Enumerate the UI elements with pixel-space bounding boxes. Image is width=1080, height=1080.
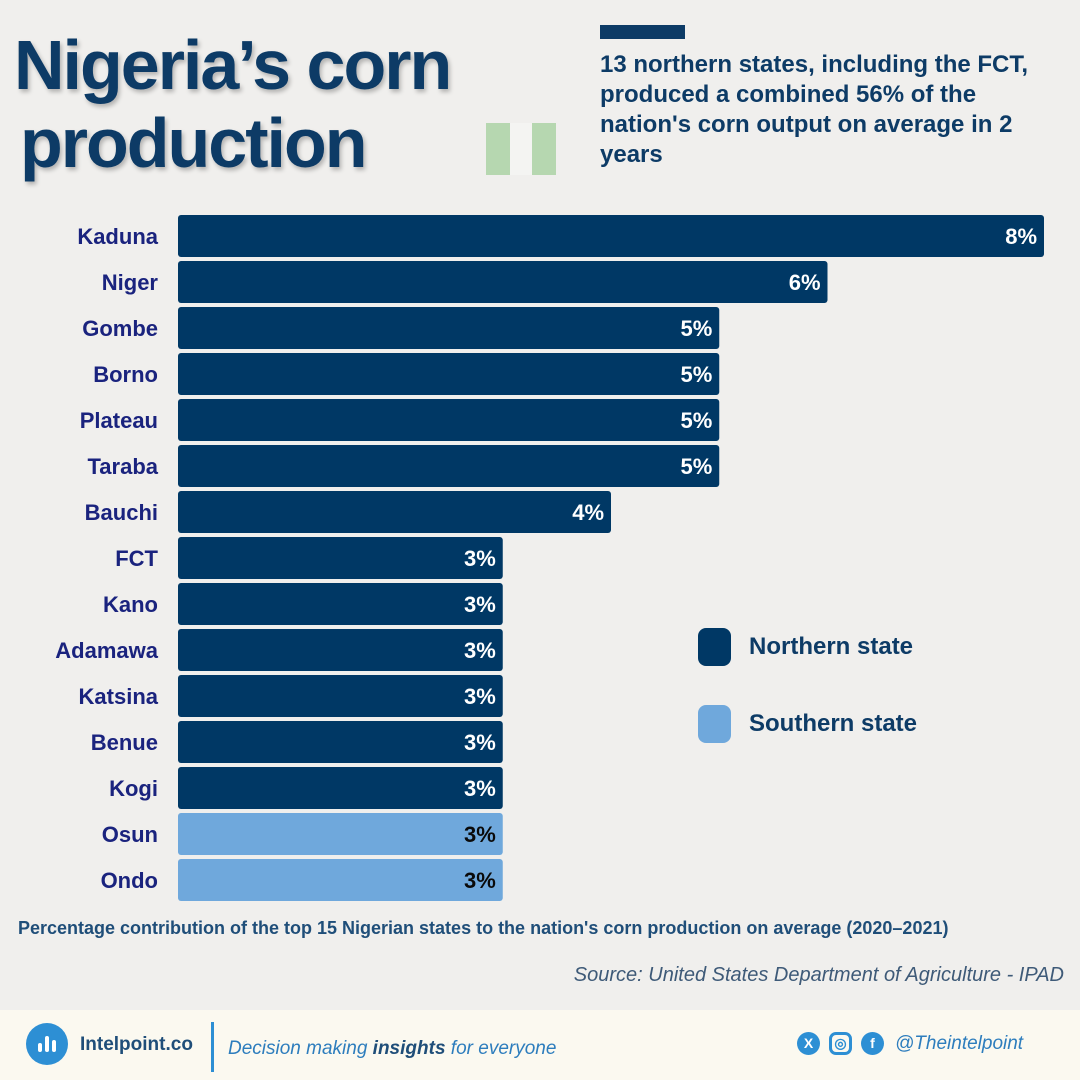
tagline: Decision making insights for everyone [228, 1038, 556, 1060]
data-label: 6% [789, 270, 821, 295]
tagline-pre: Decision making [228, 1038, 373, 1059]
bar [178, 813, 503, 855]
facebook-icon[interactable]: f [861, 1032, 884, 1055]
category-label: Ondo [101, 868, 158, 893]
data-label: 5% [680, 362, 712, 387]
category-label: Kano [103, 592, 158, 617]
category-label: FCT [115, 546, 158, 571]
bar [178, 675, 503, 717]
bar-chart: Kaduna 8% Niger 6% Gombe 5% Borno 5% Plateau 5% Ta… [55, 215, 1044, 901]
social-handle[interactable]: @Theintelpoint [895, 1032, 1024, 1054]
category-label: Plateau [80, 408, 158, 433]
legend-swatch-northern [698, 628, 731, 666]
data-label: 5% [680, 454, 712, 479]
data-label: 8% [1005, 224, 1037, 249]
data-label: 3% [464, 776, 496, 801]
category-label: Gombe [82, 316, 158, 341]
tagline-bold: insights [372, 1038, 446, 1059]
bar [178, 537, 503, 579]
brand-link[interactable]: Intelpoint.co [80, 1034, 193, 1055]
legend-label-southern: Southern state [749, 710, 918, 737]
bar [178, 399, 720, 441]
legend-swatch-southern [698, 705, 731, 743]
page-title: Nigeria’s corn production [14, 26, 452, 182]
data-label: 3% [464, 868, 496, 893]
title-line-2: production [20, 104, 367, 182]
title-line-1: Nigeria’s corn [14, 26, 452, 104]
intelpoint-logo-icon [26, 1023, 68, 1065]
data-label: 3% [464, 546, 496, 571]
flag-stripe-middle [510, 123, 532, 175]
data-label: 5% [680, 316, 712, 341]
category-label: Niger [102, 270, 159, 295]
social-links: X ◎ f @Theintelpoint [797, 1032, 1023, 1055]
bar [178, 767, 503, 809]
category-label: Bauchi [85, 500, 158, 525]
footer-divider [211, 1022, 214, 1072]
bar [178, 215, 1044, 257]
bar [178, 353, 720, 395]
data-label: 3% [464, 822, 496, 847]
legend-item-northern: Northern state [698, 628, 913, 666]
bar [178, 445, 720, 487]
bar [178, 307, 720, 349]
data-label: 3% [464, 684, 496, 709]
data-label: 5% [680, 408, 712, 433]
footer: Intelpoint.co Decision making insights f… [0, 1010, 1080, 1080]
flag-stripe-right [532, 123, 556, 175]
category-label: Adamawa [55, 638, 158, 663]
bar [178, 721, 503, 763]
x-icon[interactable]: X [797, 1032, 820, 1055]
data-label: 4% [572, 500, 604, 525]
category-label: Benue [91, 730, 158, 755]
category-label: Osun [102, 822, 158, 847]
bar [178, 491, 611, 533]
data-label: 3% [464, 638, 496, 663]
legend-label-northern: Northern state [749, 633, 914, 660]
data-label: 3% [464, 730, 496, 755]
flag-stripe-left [486, 123, 510, 175]
bar [178, 583, 503, 625]
bar [178, 261, 828, 303]
bar [178, 629, 503, 671]
chart-caption: Percentage contribution of the top 15 Ni… [18, 918, 949, 938]
category-label: Kaduna [77, 224, 158, 249]
headline-text: 13 northern states, including the FCT, p… [600, 51, 1029, 168]
category-label: Kogi [109, 776, 158, 801]
instagram-icon[interactable]: ◎ [829, 1032, 852, 1055]
legend-item-southern: Southern state [698, 705, 917, 743]
bar [178, 859, 503, 901]
category-label: Taraba [87, 454, 158, 479]
nigeria-flag-icon [486, 123, 556, 175]
headline-accent-bar [600, 25, 685, 39]
category-label: Katsina [79, 684, 159, 709]
tagline-post: for everyone [445, 1038, 557, 1059]
source-note: Source: United States Department of Agri… [573, 964, 1064, 986]
category-label: Borno [93, 362, 158, 387]
data-label: 3% [464, 592, 496, 617]
